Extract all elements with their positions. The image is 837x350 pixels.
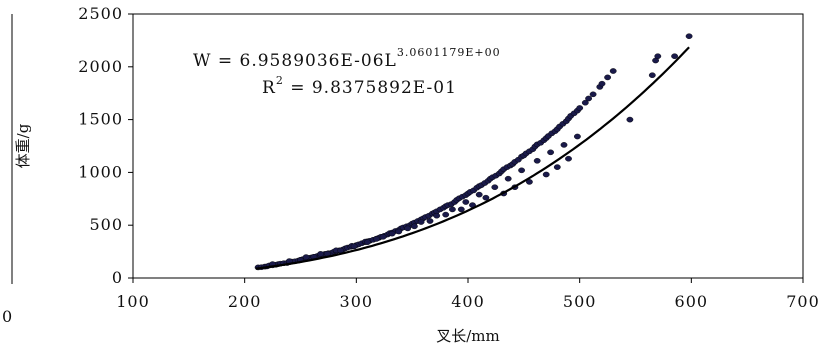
data-point <box>379 233 387 240</box>
x-axis-title: 叉长/mm <box>436 327 500 345</box>
y-tick-label: 2500 <box>78 4 123 23</box>
data-point <box>654 53 662 60</box>
data-point <box>410 223 418 230</box>
data-point <box>364 239 371 245</box>
data-point <box>585 95 592 102</box>
data-point <box>442 211 450 218</box>
data-point <box>648 72 656 78</box>
data-point <box>457 206 465 213</box>
data-point <box>372 236 380 242</box>
equation-base: W = 6.9589036E-06L <box>193 51 397 71</box>
x-tick-label: 500 <box>563 292 597 311</box>
data-point <box>417 219 425 225</box>
r-superscript: 2 <box>276 74 284 87</box>
data-point <box>302 254 310 260</box>
data-point <box>350 243 358 250</box>
data-point <box>626 116 634 123</box>
r-value: = 9.8375892E-01 <box>284 78 457 98</box>
fit-line-group <box>255 46 690 270</box>
data-point <box>388 230 396 237</box>
data-point <box>491 184 499 190</box>
data-point <box>598 80 606 87</box>
x-tick-label: 600 <box>675 292 709 311</box>
fit-curve <box>255 46 690 270</box>
r-letter: R <box>262 78 276 98</box>
data-point <box>560 142 568 148</box>
data-point <box>685 33 693 40</box>
r-squared-text: R2 = 9.8375892E-01 <box>262 74 457 98</box>
x-tick-label: 200 <box>228 292 262 311</box>
data-point <box>542 171 550 178</box>
data-point <box>448 206 456 213</box>
data-point <box>482 194 490 201</box>
data-point <box>581 99 589 106</box>
data-point <box>395 228 403 235</box>
data-point <box>553 164 561 170</box>
y-axis-title: 体重/g <box>14 123 32 168</box>
cropped-edge-label: 0 <box>2 307 12 326</box>
equation-exponent: 3.0601179E+00 <box>397 46 501 59</box>
data-point <box>426 218 434 224</box>
y-tick-label: 0 <box>112 268 123 287</box>
y-tick-label: 1000 <box>78 162 123 181</box>
equation-text: W = 6.9589036E-06L3.0601179E+00 <box>193 46 501 71</box>
labels-group: 100 200 300 400 500 600 700 0 500 1000 1500 2000 250… <box>2 4 820 345</box>
data-point <box>671 53 678 60</box>
data-point <box>518 167 525 174</box>
data-point <box>504 175 512 182</box>
data-point <box>404 225 412 232</box>
y-tick-label: 500 <box>89 215 123 234</box>
y-tick-label: 2000 <box>78 57 123 76</box>
data-point <box>604 74 611 81</box>
data-point <box>574 133 581 140</box>
data-point <box>547 149 554 156</box>
data-point <box>609 68 617 74</box>
y-tick-label: 1500 <box>78 110 123 129</box>
data-point <box>589 91 597 98</box>
data-point <box>565 155 572 162</box>
x-tick-label: 400 <box>451 292 485 311</box>
data-point <box>475 191 483 198</box>
data-point <box>576 105 584 111</box>
data-point <box>317 251 324 257</box>
axes-group <box>11 13 804 284</box>
data-point <box>433 212 441 219</box>
data-point <box>533 157 541 164</box>
data-point <box>462 199 470 205</box>
x-tick-label: 700 <box>786 292 820 311</box>
x-tick-label: 300 <box>340 292 374 311</box>
x-tick-label: 100 <box>116 292 150 311</box>
